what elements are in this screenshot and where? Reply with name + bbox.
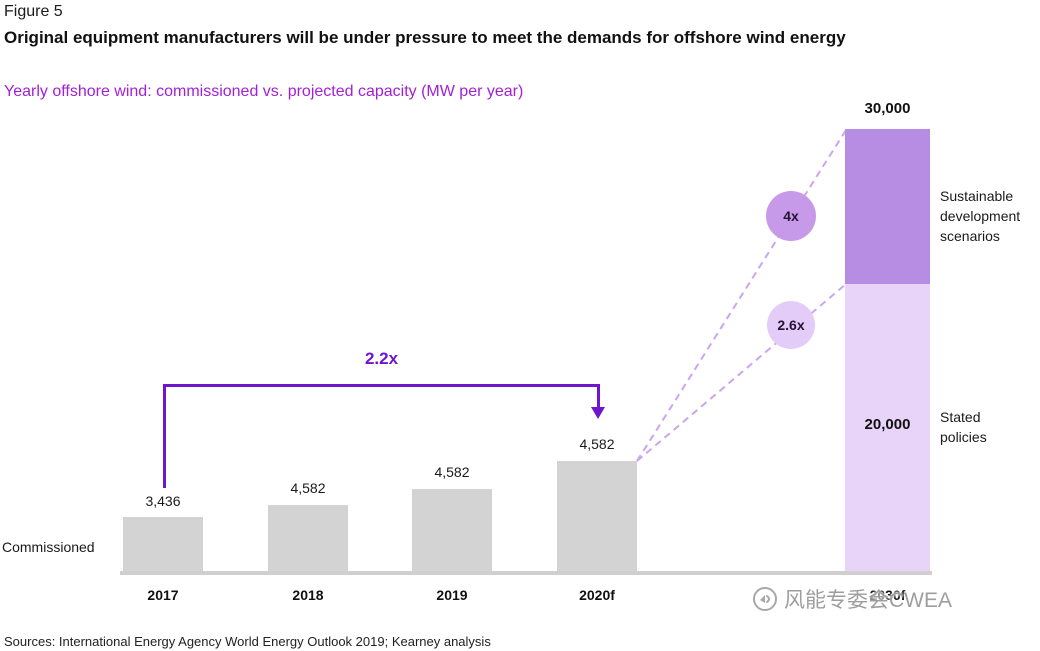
multiplier-2-6x-label: 2.6x xyxy=(777,317,805,333)
bar-2017 xyxy=(123,517,203,571)
growth-bracket-horizontal xyxy=(163,384,600,387)
watermark-icon xyxy=(753,587,777,611)
x-label-2018: 2018 xyxy=(292,587,324,603)
bar-2030f-stated-segment xyxy=(845,284,930,571)
bar-2019 xyxy=(412,489,492,571)
x-label-2017: 2017 xyxy=(147,587,179,603)
bar-2020f-value: 4,582 xyxy=(579,436,615,452)
commissioned-label: Commissioned xyxy=(2,539,95,555)
bar-2030f-sustainable-segment xyxy=(845,129,930,284)
multiplier-4x-badge: 4x xyxy=(766,191,816,241)
bar-2030f-stated-value: 20,000 xyxy=(864,416,911,433)
bar-2030f-total-value: 30,000 xyxy=(864,100,911,117)
chart-subtitle: Yearly offshore wind: commissioned vs. p… xyxy=(4,83,524,100)
sources-note: Sources: International Energy Agency Wor… xyxy=(4,634,491,649)
figure-label: Figure 5 xyxy=(4,3,63,20)
x-axis-line xyxy=(120,571,932,575)
x-label-2019: 2019 xyxy=(436,587,468,603)
growth-bracket-right xyxy=(597,384,600,408)
multiplier-2-6x-badge: 2.6x xyxy=(767,301,815,349)
x-label-2020f: 2020f xyxy=(579,587,615,603)
bar-2019-value: 4,582 xyxy=(434,464,470,480)
growth-multiplier-label: 2.2x xyxy=(364,349,399,368)
bar-2018-value: 4,582 xyxy=(290,480,326,496)
figure-title: Original equipment manufacturers will be… xyxy=(4,28,846,47)
watermark: 风能专委会CWEA xyxy=(752,584,952,614)
watermark-text: 风能专委会CWEA xyxy=(784,589,952,612)
multiplier-4x-label: 4x xyxy=(783,208,799,224)
bar-2018 xyxy=(268,505,348,571)
x-label-2030f: 2030f xyxy=(869,587,906,603)
sustainable-scenarios-label: Sustainable development scenarios xyxy=(940,188,1021,244)
bar-2020f xyxy=(557,461,637,571)
down-arrow-icon xyxy=(591,407,605,419)
bar-2017-value: 3,436 xyxy=(145,493,181,509)
growth-bracket-left xyxy=(163,384,166,488)
stated-policies-label: Stated policies xyxy=(940,409,987,445)
